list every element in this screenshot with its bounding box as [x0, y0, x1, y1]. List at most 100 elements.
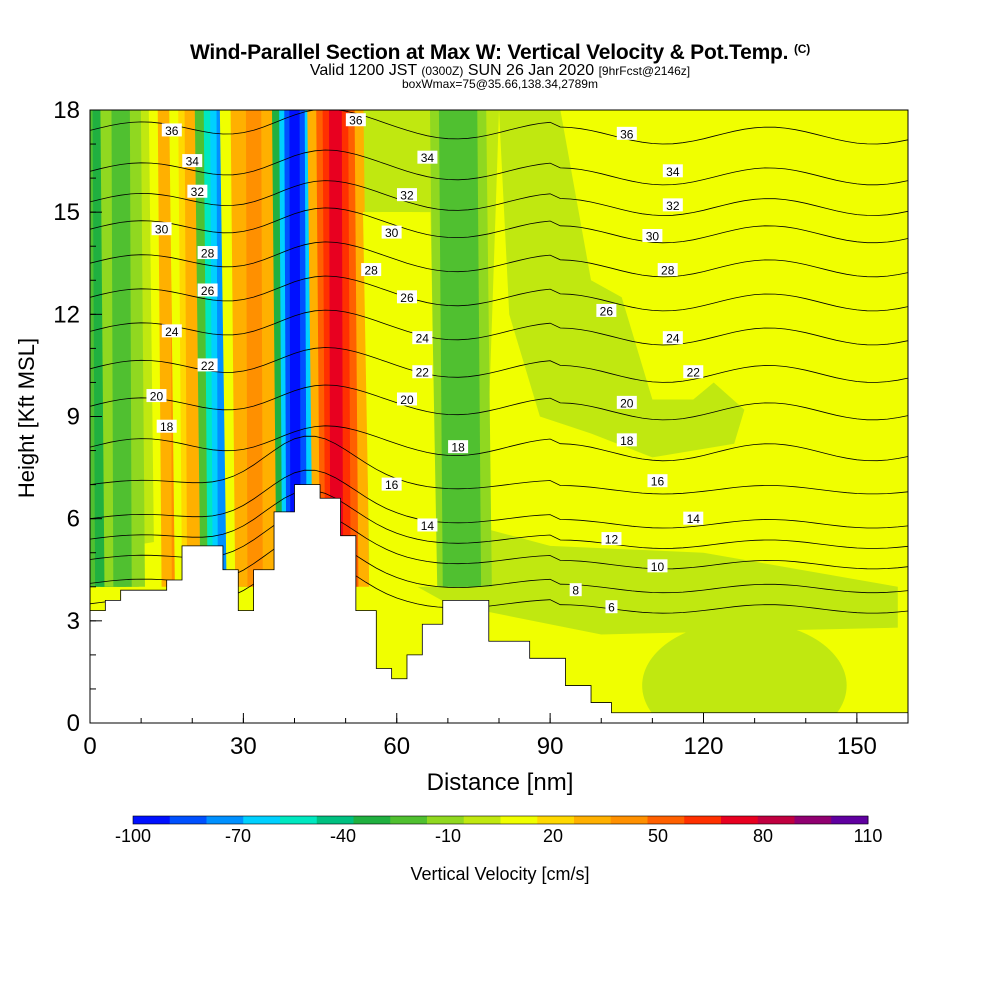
contour-label-box — [161, 324, 182, 338]
contour-label-box — [197, 246, 218, 260]
contour-label-text: 30 — [385, 226, 399, 240]
contour-label-box — [683, 365, 704, 379]
colorbar-title: Vertical Velocity [cm/s] — [410, 864, 590, 884]
contour-label: 22 — [683, 365, 704, 380]
utc-time: (0300Z) — [421, 64, 464, 78]
contour-label: 14 — [683, 511, 704, 526]
colorbar-swatch — [316, 816, 354, 824]
colorbar-swatch — [206, 816, 244, 824]
contour-label: 10 — [647, 559, 668, 574]
y-axis-label: Height [Kft MSL] — [14, 338, 39, 498]
colorbar-swatch — [280, 816, 318, 824]
colorbar-tick-label: -10 — [434, 826, 462, 846]
contour-label: 32 — [662, 198, 683, 213]
contour-label-box — [396, 290, 417, 304]
contour-label-box — [381, 225, 402, 239]
contour-label-text: 6 — [608, 601, 615, 615]
contour-label: 18 — [616, 433, 637, 448]
contour-label-box — [657, 263, 678, 277]
contour-label-text: 26 — [400, 291, 414, 305]
contour-label: 26 — [596, 303, 617, 318]
contour-label: 6 — [605, 600, 618, 615]
colorbar-frame — [132, 815, 869, 825]
y-tick-label: 18 — [53, 97, 80, 124]
contour-label-box — [448, 440, 469, 454]
contour-label-text: 34 — [421, 151, 435, 165]
contour-label-box — [396, 188, 417, 202]
contour-label: 36 — [345, 113, 366, 128]
contour-label: 20 — [396, 392, 417, 407]
contour-label-box — [616, 126, 637, 140]
contour-label: 32 — [396, 188, 417, 203]
contour-label: 30 — [642, 229, 663, 244]
theta-contour — [90, 309, 908, 346]
colorbar-swatch — [463, 816, 501, 824]
x-tick-label: 60 — [383, 733, 410, 760]
colorbar-swatch — [353, 816, 391, 824]
colorbar-swatch — [574, 816, 612, 824]
contour-label-text: 30 — [646, 230, 660, 244]
contour-label: 24 — [662, 331, 683, 346]
theta-contour — [90, 490, 908, 549]
contour-label: 16 — [381, 477, 402, 492]
contour-label-text: 30 — [155, 223, 169, 237]
contour-label-box — [381, 477, 402, 491]
y-tick-label: 15 — [53, 199, 80, 226]
contour-label-text: 20 — [150, 390, 164, 404]
colorbar-swatch — [647, 816, 685, 824]
contour-label-text: 22 — [416, 366, 430, 380]
contour-label-box — [197, 358, 218, 372]
downstream-green-region — [499, 110, 745, 458]
chart-title-text: Wind-Parallel Section at Max W: Vertical… — [189, 41, 789, 64]
theta-contour — [90, 384, 908, 421]
contour-label-box — [412, 331, 433, 345]
theta-contour — [90, 275, 908, 312]
chart-subtitle: Valid 1200 JST (0300Z) SUN 26 Jan 2020 [… — [0, 63, 1000, 79]
theta-contour — [90, 425, 908, 462]
contour-label: 16 — [647, 474, 668, 489]
valid-date: SUN 26 Jan 2020 — [467, 62, 595, 79]
contour-label-text: 36 — [165, 124, 179, 138]
colorbar-tick-label: 80 — [752, 826, 774, 846]
contour-label-box — [187, 184, 208, 198]
contour-label: 26 — [396, 290, 417, 305]
theta-contour — [90, 241, 908, 278]
contour-label: 20 — [616, 395, 637, 410]
contour-label-text: 32 — [400, 189, 414, 203]
colorbar-swatch — [794, 816, 832, 824]
x-tick-label: 150 — [837, 733, 877, 760]
colorbar-tick-label: -70 — [224, 826, 252, 846]
contour-label-text: 24 — [165, 325, 179, 339]
colorbar-swatch — [390, 816, 428, 824]
x-tick-label: 30 — [230, 733, 257, 760]
contour-label: 36 — [161, 123, 182, 138]
contour-label-box — [596, 303, 617, 317]
colorbar-swatch — [427, 816, 465, 824]
contour-label: 28 — [197, 246, 218, 261]
x-axis-label: Distance [nm] — [427, 769, 574, 796]
lowlevel-green-region — [642, 620, 847, 723]
contour-label-box — [197, 283, 218, 297]
box-wmax-info: boxWmax=75@35.66,138.34,2789m — [402, 77, 598, 91]
colorbar-tick-label: 20 — [542, 826, 564, 846]
y-tick-label: 9 — [67, 404, 80, 431]
contour-label-text: 16 — [651, 475, 665, 489]
contour-label-text: 26 — [201, 284, 215, 298]
theta-contour — [90, 180, 908, 217]
contour-label-text: 28 — [661, 264, 675, 278]
contour-label-box — [151, 222, 172, 236]
contour-label: 22 — [197, 358, 218, 373]
colorbar-swatch — [684, 816, 722, 824]
contour-label-box — [647, 559, 668, 573]
colorbar-swatch — [831, 816, 869, 824]
y-tick-label: 12 — [53, 301, 80, 328]
valid-time: Valid 1200 JST — [309, 62, 417, 79]
colorbar-swatch — [500, 816, 538, 824]
theta-contours — [90, 110, 908, 614]
contour-label-box — [412, 365, 433, 379]
contour-label: 30 — [151, 222, 172, 237]
contour-label-text: 8 — [572, 584, 579, 598]
contour-label-text: 20 — [400, 393, 414, 407]
contour-label: 28 — [657, 263, 678, 278]
